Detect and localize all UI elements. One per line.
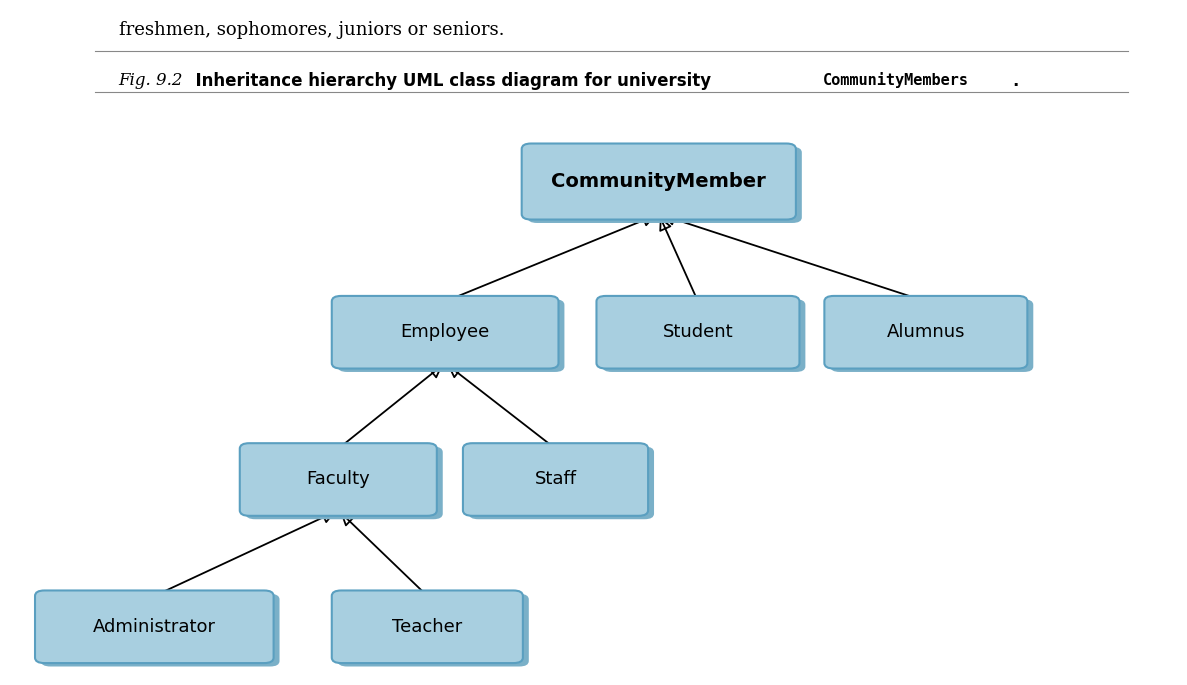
Text: Fig. 9.2: Fig. 9.2 xyxy=(119,72,183,89)
FancyBboxPatch shape xyxy=(337,299,565,372)
FancyBboxPatch shape xyxy=(246,447,443,519)
FancyBboxPatch shape xyxy=(40,594,280,667)
FancyBboxPatch shape xyxy=(831,299,1033,372)
FancyBboxPatch shape xyxy=(522,144,796,220)
Text: CommunityMember: CommunityMember xyxy=(552,172,766,191)
FancyBboxPatch shape xyxy=(824,296,1027,369)
Text: Employee: Employee xyxy=(400,323,490,341)
FancyBboxPatch shape xyxy=(463,443,648,516)
FancyBboxPatch shape xyxy=(240,443,437,516)
Text: Inheritance hierarchy UML class diagram for university: Inheritance hierarchy UML class diagram … xyxy=(184,72,717,90)
FancyBboxPatch shape xyxy=(469,447,654,519)
Text: Student: Student xyxy=(662,323,734,341)
Text: CommunityMembers: CommunityMembers xyxy=(823,72,969,88)
FancyBboxPatch shape xyxy=(596,296,799,369)
Text: .: . xyxy=(1013,72,1018,90)
FancyBboxPatch shape xyxy=(337,594,528,667)
Text: Staff: Staff xyxy=(534,471,577,488)
Text: Faculty: Faculty xyxy=(306,471,370,488)
Text: Administrator: Administrator xyxy=(93,618,216,636)
Text: freshmen, sophomores, juniors or seniors.: freshmen, sophomores, juniors or seniors… xyxy=(119,21,504,38)
FancyBboxPatch shape xyxy=(331,590,522,663)
FancyBboxPatch shape xyxy=(331,296,558,369)
FancyBboxPatch shape xyxy=(36,590,273,663)
Text: Alumnus: Alumnus xyxy=(887,323,965,341)
FancyBboxPatch shape xyxy=(602,299,805,372)
FancyBboxPatch shape xyxy=(528,147,802,223)
Text: Teacher: Teacher xyxy=(392,618,463,636)
